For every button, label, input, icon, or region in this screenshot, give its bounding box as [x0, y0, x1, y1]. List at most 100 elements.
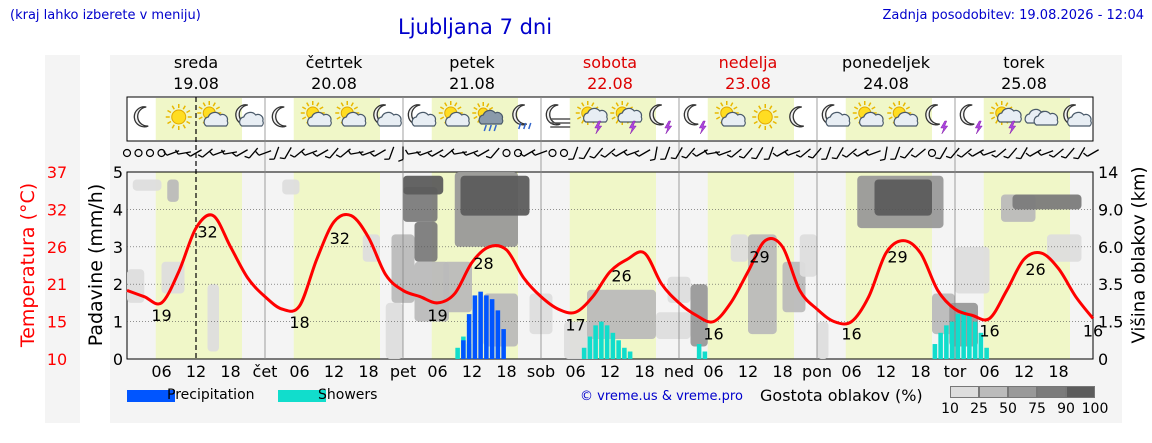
day-date: 21.08 — [449, 74, 495, 93]
cloud-shape — [307, 111, 332, 127]
wind-barb — [177, 151, 192, 155]
sun-ray — [853, 116, 859, 120]
wind-barb — [294, 148, 305, 158]
wind-barb-flag — [670, 157, 676, 160]
sun-ray — [1005, 102, 1009, 107]
cloud-density-swatch — [1008, 386, 1037, 398]
wind-barb-flag — [772, 152, 778, 157]
cloud-shape — [478, 109, 504, 125]
temperature-label: 26 — [611, 266, 631, 285]
day-date: 20.08 — [311, 74, 357, 93]
wind-barb — [362, 150, 375, 156]
showers-bar — [696, 344, 702, 359]
cloud-shape — [239, 111, 264, 127]
temperature-tick: 37 — [47, 163, 67, 182]
precipitation-tick: 4 — [113, 200, 123, 219]
x-tick-label: pet — [390, 362, 416, 381]
sun-ray — [350, 102, 354, 107]
wind-barb-flag — [589, 155, 595, 159]
wind-barb-flag — [1025, 152, 1031, 157]
plot-frame — [126, 171, 1094, 360]
sun-ray — [486, 103, 490, 108]
sun-ray — [215, 106, 221, 110]
wind-barb-flag — [416, 151, 421, 156]
sun-ray — [772, 120, 777, 125]
cloud-density-area — [282, 179, 300, 195]
wind-barb-flag — [370, 152, 375, 157]
wind-barb — [1029, 149, 1042, 157]
showers-bar — [944, 325, 949, 359]
sun-ray — [758, 124, 762, 129]
cloud-density-area — [460, 175, 530, 216]
wind-barb-flag — [945, 155, 952, 159]
cloud-density-area — [874, 179, 932, 216]
wind-barb-flag — [358, 151, 363, 156]
wind-barb-flag — [831, 157, 837, 160]
showers-bar — [978, 332, 984, 359]
wind-barb — [350, 151, 364, 155]
wind-barb-flag — [703, 149, 708, 155]
wind-barb — [431, 149, 444, 157]
precipitation-bar — [472, 295, 478, 359]
wind-barb — [304, 150, 318, 156]
sun-ray — [720, 102, 724, 107]
sun-ray — [473, 106, 478, 111]
precipitation-tick: 0 — [113, 350, 123, 369]
sun-ray — [581, 119, 585, 124]
cloud-density-swatch — [1066, 386, 1095, 398]
moon-shape — [133, 106, 149, 128]
sun-ray — [439, 106, 445, 110]
moon-rain-icon — [512, 104, 532, 130]
wind-barb-flag — [899, 155, 906, 159]
wind-barb — [961, 148, 972, 158]
cloud-icon — [1024, 108, 1059, 126]
wind-barb-flag — [1048, 154, 1054, 158]
cloud-shape — [997, 107, 1022, 123]
x-tick-label: 06 — [565, 362, 585, 381]
wind-barb-flag — [301, 151, 306, 156]
daylight-band-strip — [707, 98, 794, 140]
wind-barb — [572, 146, 579, 160]
rain-drop — [493, 124, 497, 132]
day-name: nedelja — [719, 53, 778, 72]
precipitation-tick: 1 — [113, 313, 123, 332]
temperature-tick: 26 — [47, 238, 67, 257]
temperature-tick: 10 — [47, 350, 67, 369]
wind-barb-flag — [623, 151, 628, 156]
x-tick-label: 06 — [841, 362, 861, 381]
location-hint: (kraj lahko izberete v meniju) — [10, 8, 201, 23]
moon-icon — [271, 106, 287, 128]
wind-calm — [145, 148, 155, 158]
cloud-density-legend-title: Gostota oblakov (%) — [760, 386, 923, 405]
sun-ray — [990, 116, 996, 120]
cloud-height-tick: 6.0 — [1098, 238, 1123, 257]
cloud-height-tick: 3.5 — [1098, 275, 1123, 294]
day-date: 24.08 — [863, 74, 909, 93]
x-tick-label: tor — [944, 362, 967, 381]
wind-barb-flag — [324, 155, 331, 159]
wind-barb — [407, 151, 422, 155]
rain-drop — [518, 122, 522, 130]
x-tick-label: 18 — [358, 362, 378, 381]
x-tick-label: 12 — [600, 362, 620, 381]
wind-barb-flag — [312, 152, 318, 157]
wind-barb — [374, 149, 386, 157]
wind-barb — [731, 148, 742, 158]
showers-bar — [599, 321, 604, 359]
x-tick-label: 12 — [876, 362, 896, 381]
temperature-tick: 21 — [47, 275, 67, 294]
x-tick-label: ned — [664, 362, 694, 381]
wind-barb — [1007, 147, 1018, 159]
wind-barb-flag — [578, 157, 584, 160]
temperature-label: 16 — [979, 321, 999, 340]
wind-barb-flag — [910, 154, 916, 158]
moon-shape — [789, 106, 805, 128]
wind-barb — [718, 150, 732, 156]
sun-ray — [576, 116, 582, 120]
showers-bar — [961, 310, 966, 359]
precipitation-bar — [489, 299, 495, 359]
sun-ray — [753, 109, 758, 114]
x-tick-label: 06 — [703, 362, 723, 381]
sun-ray — [733, 106, 738, 110]
sun-ray — [336, 106, 341, 110]
